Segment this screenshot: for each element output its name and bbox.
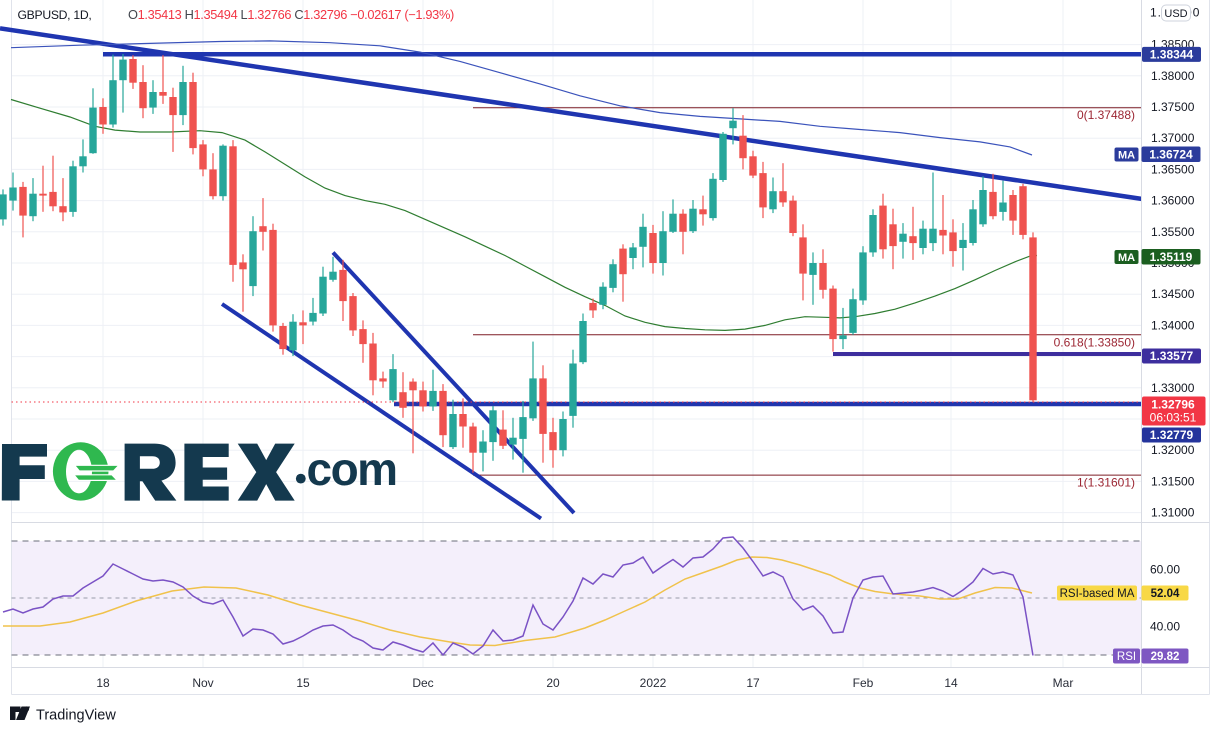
svg-text:0(1.37488): 0(1.37488) — [1077, 108, 1135, 122]
svg-text:40.00: 40.00 — [1150, 620, 1180, 634]
svg-text:Nov: Nov — [192, 676, 213, 690]
svg-text:TradingView: TradingView — [36, 708, 116, 724]
svg-text:1.38000: 1.38000 — [1151, 69, 1195, 83]
svg-text:O1.35413 H1.35494 L1.32766 C1.: O1.35413 H1.35494 L1.32766 C1.32796 −0.0… — [128, 7, 454, 22]
svg-text:20: 20 — [546, 676, 560, 690]
svg-text:1.32000: 1.32000 — [1151, 443, 1195, 457]
svg-text:1.31500: 1.31500 — [1151, 474, 1195, 488]
svg-text:1.35119: 1.35119 — [1150, 250, 1193, 264]
svg-text:1.32779: 1.32779 — [1150, 428, 1194, 442]
svg-text:MA: MA — [1118, 252, 1135, 264]
svg-text:RSI: RSI — [1117, 651, 1136, 663]
svg-text:1.36724: 1.36724 — [1149, 147, 1193, 161]
svg-text:06:03:51: 06:03:51 — [1150, 411, 1197, 425]
svg-text:1.32796: 1.32796 — [1151, 398, 1195, 412]
svg-text:MA: MA — [1118, 150, 1135, 162]
svg-text:1.33000: 1.33000 — [1151, 381, 1195, 395]
svg-text:18: 18 — [96, 676, 110, 690]
svg-text:Mar: Mar — [1053, 676, 1074, 690]
svg-text:1.35500: 1.35500 — [1151, 225, 1195, 239]
svg-text:1.33577: 1.33577 — [1150, 349, 1194, 363]
svg-text:USD: USD — [1164, 8, 1187, 20]
svg-text:com: com — [307, 443, 397, 495]
svg-text:52.04: 52.04 — [1151, 588, 1180, 600]
svg-text:RSI-based MA: RSI-based MA — [1060, 588, 1135, 600]
svg-text:1.34000: 1.34000 — [1151, 318, 1195, 332]
svg-text:GBPUSD, 1D,: GBPUSD, 1D, — [18, 8, 92, 22]
svg-text:15: 15 — [296, 676, 310, 690]
svg-text:1.38344: 1.38344 — [1150, 48, 1194, 62]
svg-text:1.36500: 1.36500 — [1151, 162, 1195, 176]
svg-text:2022: 2022 — [640, 676, 667, 690]
svg-text:1.36000: 1.36000 — [1151, 194, 1195, 208]
svg-text:Feb: Feb — [853, 676, 874, 690]
svg-text:17: 17 — [746, 676, 760, 690]
svg-text:1.37000: 1.37000 — [1151, 131, 1195, 145]
svg-text:60.00: 60.00 — [1150, 563, 1180, 577]
svg-text:1.31000: 1.31000 — [1151, 506, 1195, 520]
svg-text:14: 14 — [944, 676, 958, 690]
svg-text:1(1.31601): 1(1.31601) — [1077, 476, 1135, 490]
svg-text:0.618(1.33850): 0.618(1.33850) — [1054, 335, 1135, 349]
svg-text:1.34500: 1.34500 — [1151, 287, 1195, 301]
svg-text:Dec: Dec — [412, 676, 433, 690]
svg-text:1.37500: 1.37500 — [1151, 100, 1195, 114]
svg-text:29.82: 29.82 — [1151, 651, 1180, 663]
